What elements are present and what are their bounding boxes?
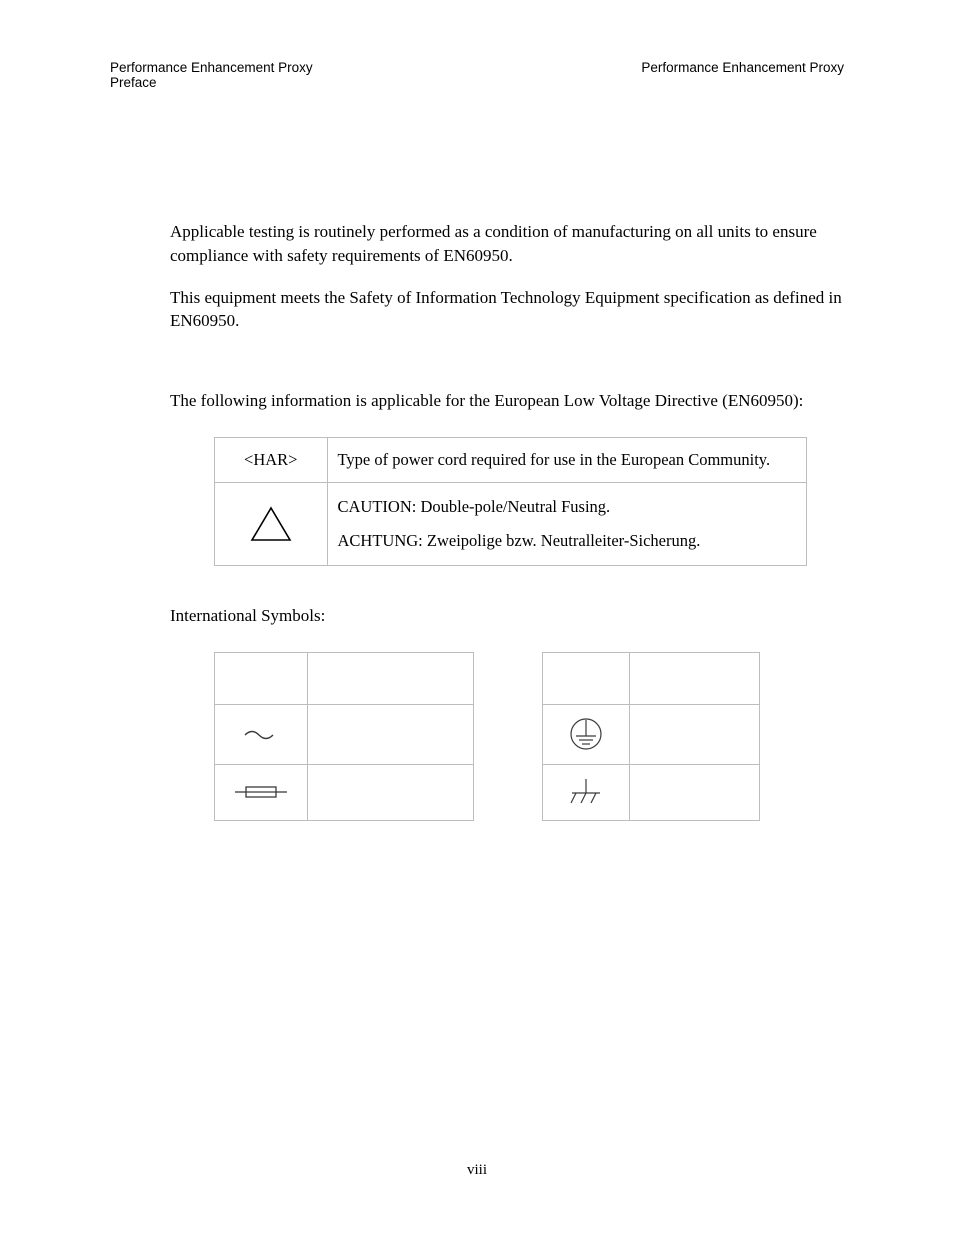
har-symbol-cell: <HAR> <box>215 437 328 482</box>
symbols-table-left <box>214 652 474 821</box>
caution-line-1: CAUTION: Double-pole/Neutral Fusing. <box>338 497 797 517</box>
protective-earth-icon-cell <box>543 704 630 764</box>
paragraph-3: The following information is applicable … <box>170 389 844 413</box>
table-row <box>215 764 474 820</box>
ac-current-icon-cell <box>215 704 308 764</box>
caution-triangle-icon-cell <box>215 482 328 565</box>
header-right-line-1: Performance Enhancement Proxy <box>641 60 844 75</box>
caution-triangle-icon <box>249 505 293 543</box>
fuse-icon-cell <box>215 764 308 820</box>
table-row: CAUTION: Double-pole/Neutral Fusing. ACH… <box>215 482 807 565</box>
frame-ground-icon-cell <box>543 764 630 820</box>
page-footer: viii <box>0 1162 954 1179</box>
symbol-tables-container <box>214 652 844 821</box>
ac-current-icon <box>241 726 281 744</box>
table-row <box>543 652 760 704</box>
caution-desc-cell: CAUTION: Double-pole/Neutral Fusing. ACH… <box>327 482 807 565</box>
table-row <box>543 704 760 764</box>
table-row: <HAR> Type of power cord required for us… <box>215 437 807 482</box>
symbol-cell-empty <box>215 652 308 704</box>
header-left-line-1: Performance Enhancement Proxy <box>110 60 313 75</box>
fuse-desc <box>308 764 474 820</box>
table-row <box>215 652 474 704</box>
symbol-cell-empty <box>543 652 630 704</box>
header-left-line-2: Preface <box>110 75 313 90</box>
symbol-desc-empty <box>308 652 474 704</box>
symbols-table-right <box>542 652 760 821</box>
protective-earth-desc <box>629 704 759 764</box>
table-row <box>215 704 474 764</box>
har-desc-cell: Type of power cord required for use in t… <box>327 437 807 482</box>
fuse-icon <box>232 782 290 802</box>
frame-ground-desc <box>629 764 759 820</box>
page-header: Performance Enhancement Proxy Preface Pe… <box>110 60 844 90</box>
international-symbols-heading: International Symbols: <box>170 606 844 626</box>
ac-current-desc <box>308 704 474 764</box>
header-left: Performance Enhancement Proxy Preface <box>110 60 313 90</box>
document-page: Performance Enhancement Proxy Preface Pe… <box>0 0 954 1235</box>
header-right: Performance Enhancement Proxy <box>641 60 844 90</box>
paragraph-1: Applicable testing is routinely performe… <box>170 220 844 268</box>
body-content: Applicable testing is routinely performe… <box>110 220 844 821</box>
caution-line-2: ACHTUNG: Zweipolige bzw. Neutralleiter-S… <box>338 531 797 551</box>
directive-table: <HAR> Type of power cord required for us… <box>214 437 807 566</box>
symbol-desc-empty <box>629 652 759 704</box>
page-number: viii <box>467 1162 487 1178</box>
frame-ground-icon <box>566 775 606 809</box>
table-row <box>543 764 760 820</box>
paragraph-2: This equipment meets the Safety of Infor… <box>170 286 844 334</box>
protective-earth-icon <box>568 714 604 754</box>
